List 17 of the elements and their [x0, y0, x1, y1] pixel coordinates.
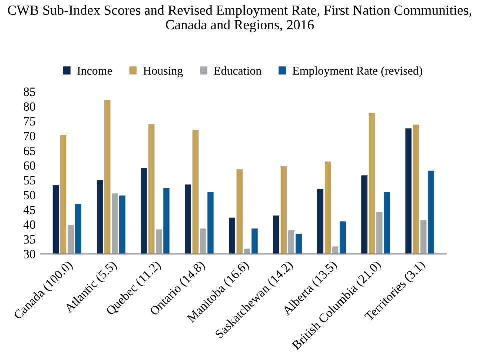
y-tick-label: 35: [24, 235, 36, 244]
y-tick-label: 55: [24, 176, 36, 185]
y-tick-label: 75: [24, 117, 36, 126]
legend-label: Housing: [144, 67, 184, 78]
chart-title: CWB Sub-Index Scores and Revised Employment Rate, First Nation Communities, Canada and Regions, 2016: [8, 5, 472, 32]
y-tick-label: 70: [24, 132, 36, 141]
y-tick-label: 30: [24, 250, 36, 259]
y-tick-label: 40: [24, 220, 36, 230]
y-tick-label: 60: [24, 162, 36, 170]
y-tick-label: 65: [24, 146, 36, 156]
y-tick-label: 45: [24, 206, 36, 214]
legend-label: Education: [214, 66, 262, 75]
y-tick-label: 85: [24, 88, 36, 96]
legend-label: Employment Rate (revised): [292, 66, 422, 78]
y-tick-label: 50: [24, 191, 36, 200]
y-tick-label: 80: [24, 102, 36, 111]
legend-label: Income: [78, 67, 112, 75]
